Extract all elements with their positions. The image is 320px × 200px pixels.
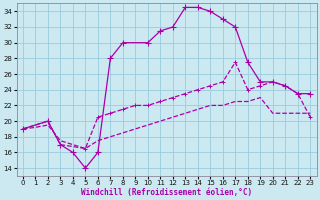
X-axis label: Windchill (Refroidissement éolien,°C): Windchill (Refroidissement éolien,°C) [81,188,252,197]
